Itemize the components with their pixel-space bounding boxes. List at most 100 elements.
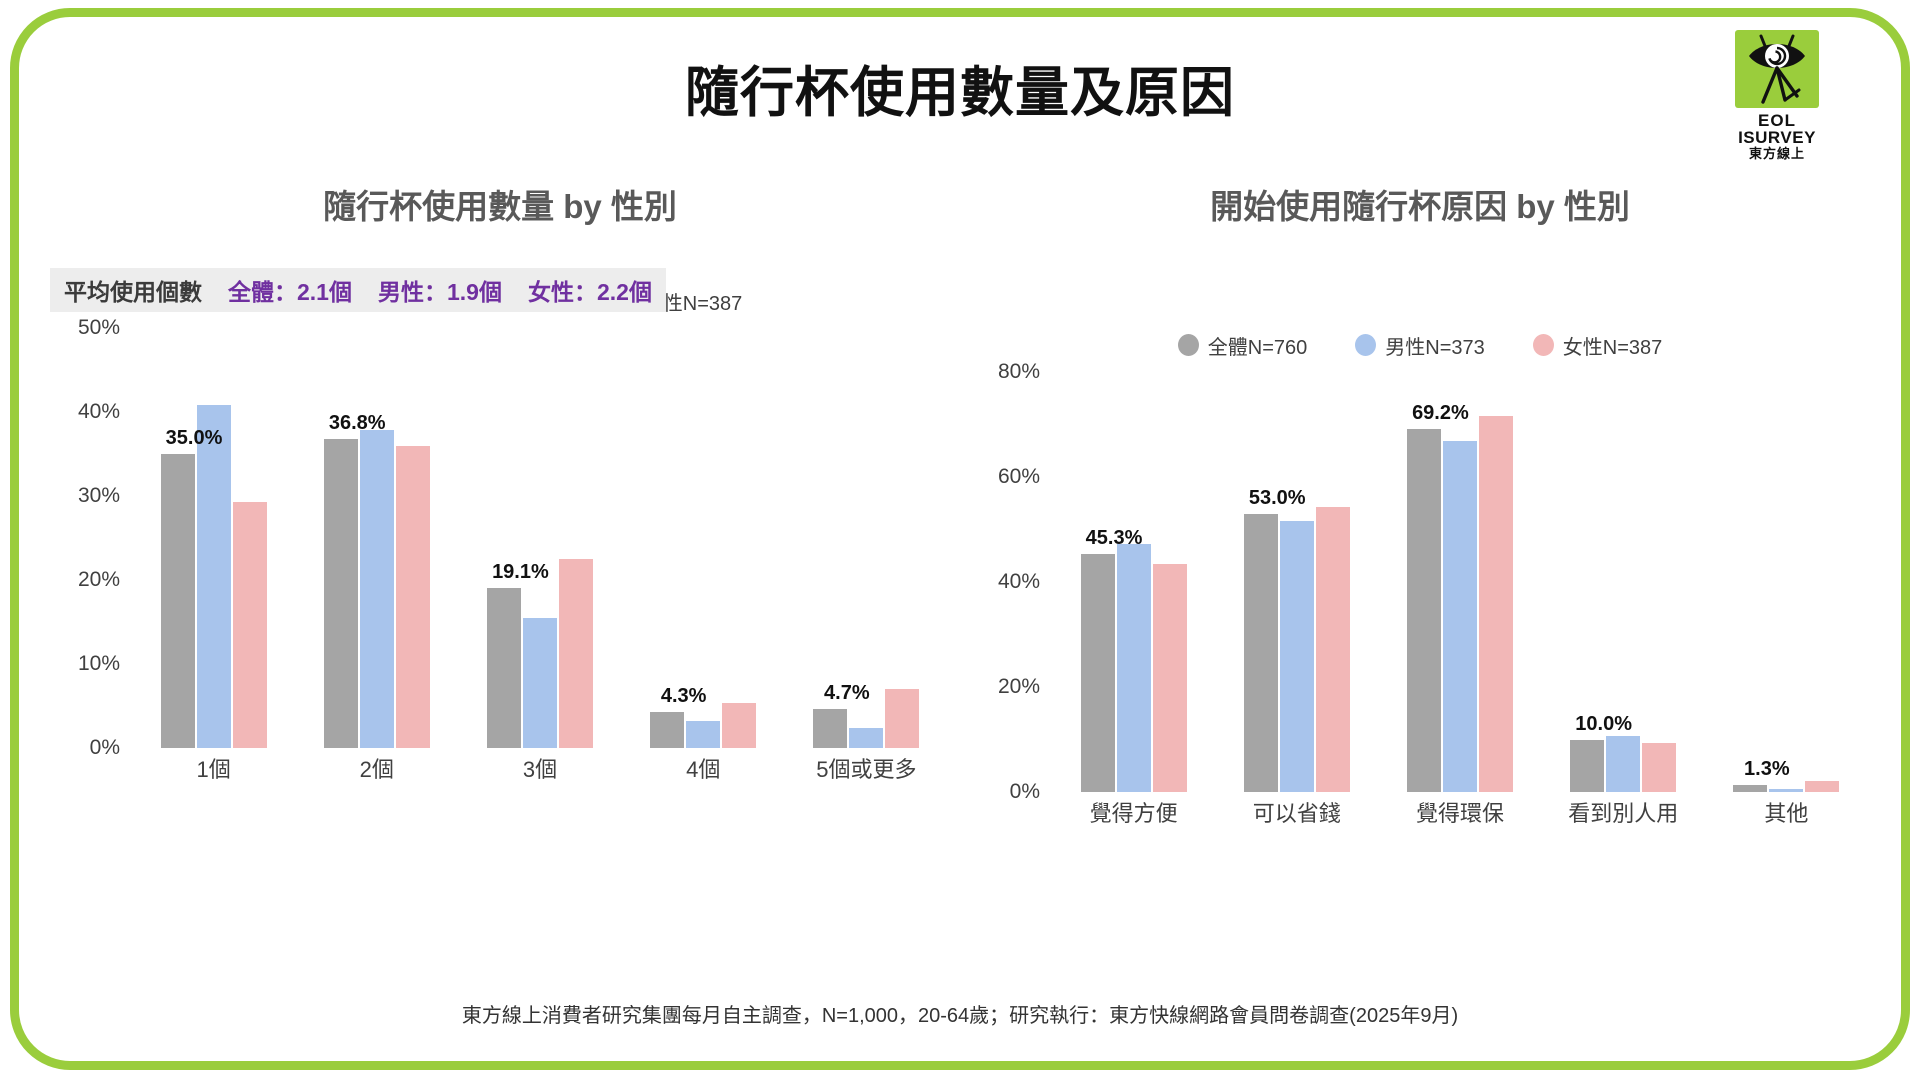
- panel-cup-count: 隨行杯使用數量 by 性別 平均使用個數 全體：2.1個 男性：1.9個 女性：…: [40, 180, 960, 782]
- eol-eye-spiral-mark: [1735, 30, 1819, 108]
- y-axis-tick: 40%: [77, 400, 120, 423]
- eol-isurvey-logo: EOL ISURVEY 東方線上: [1718, 30, 1836, 165]
- bar-group: 45.3%: [1052, 372, 1215, 792]
- bar[interactable]: [1116, 544, 1151, 792]
- panel-left-title: 隨行杯使用數量 by 性別: [323, 188, 677, 225]
- bar-group: 35.0%: [132, 328, 295, 748]
- bar[interactable]: [395, 446, 430, 748]
- bar[interactable]: [1315, 506, 1350, 792]
- y-axis-tick: 0%: [89, 736, 120, 759]
- legend-label-female: 女性N=387: [642, 292, 743, 315]
- legend-label-male: 男性N=373: [1385, 336, 1485, 359]
- chart-cup-reason: 0% 20% 40% 60% 80% 45.3% 53.0% 69.2% 10.0% 1.3% …: [960, 360, 1880, 826]
- bar-value-label: 69.2%: [1412, 401, 1469, 424]
- bar[interactable]: [1642, 743, 1677, 792]
- bar[interactable]: [1570, 739, 1605, 792]
- bar[interactable]: [1479, 416, 1513, 792]
- chart-cup-count: 0% 10% 20% 30% 40% 50% 35.0% 36.8% 19.1% 4.3% 4.7…: [40, 316, 960, 782]
- x-axis-label: 看到別人用: [1568, 801, 1679, 826]
- bar[interactable]: [160, 454, 195, 748]
- bar[interactable]: [1407, 428, 1441, 792]
- bar[interactable]: [1443, 441, 1477, 792]
- x-axis-label: 覺得方便: [1089, 801, 1178, 826]
- bar-value-label: 35.0%: [165, 427, 223, 449]
- x-axis-label: 覺得環保: [1416, 801, 1505, 826]
- bar[interactable]: [650, 711, 685, 748]
- average-male: 男性：1.9個: [377, 279, 502, 305]
- y-axis-tick: 40%: [997, 570, 1040, 593]
- bar-value-label: 45.3%: [1085, 527, 1143, 550]
- bar[interactable]: [885, 689, 920, 748]
- bar-group: 10.0%: [1542, 372, 1705, 792]
- bar[interactable]: [1606, 735, 1641, 792]
- average-band-label: 平均使用個數: [64, 279, 202, 305]
- bar[interactable]: [196, 405, 231, 748]
- bar[interactable]: [559, 559, 593, 748]
- panel-right-title: 開始使用隨行杯原因 by 性別: [1210, 188, 1630, 225]
- bar[interactable]: [1805, 780, 1840, 792]
- x-axis-label: 2個: [359, 757, 394, 782]
- panel-cup-reason: 開始使用隨行杯原因 by 性別 全體N=760 男性N=373 女性N=387 …: [960, 180, 1880, 826]
- bar[interactable]: [1769, 789, 1804, 792]
- x-axis-label: 3個: [522, 757, 558, 782]
- bar-group: 1.3%: [1705, 372, 1868, 792]
- legend-item-female[interactable]: 女性N=387: [1532, 331, 1663, 360]
- plot-area-right: 45.3% 53.0% 69.2% 10.0% 1.3%: [1052, 372, 1868, 792]
- logo-text-isurvey: ISURVEY: [1738, 128, 1816, 147]
- bar-groups-left: 35.0% 36.8% 19.1% 4.3% 4.7%: [132, 328, 948, 748]
- bar-value-label: 53.0%: [1248, 486, 1306, 509]
- bar[interactable]: [722, 702, 757, 748]
- bar[interactable]: [487, 587, 521, 748]
- x-axis-label: 其他: [1764, 801, 1809, 826]
- bar-group: 69.2%: [1378, 372, 1541, 792]
- y-axis-tick: 20%: [997, 675, 1040, 698]
- y-axis-tick: 10%: [77, 652, 120, 675]
- bar[interactable]: [232, 501, 267, 748]
- bar-group: 19.1%: [458, 328, 621, 748]
- legend-right: 全體N=760 男性N=373 女性N=387: [960, 328, 1880, 362]
- bar-group: 53.0%: [1215, 372, 1378, 792]
- y-axis-tick: 60%: [997, 465, 1040, 488]
- x-axis-labels-left: 1個 2個 3個 4個 5個或更多: [132, 752, 948, 784]
- bar[interactable]: [323, 438, 358, 748]
- bar-group: 4.3%: [622, 328, 785, 748]
- legend-label-female: 女性N=387: [1562, 336, 1663, 359]
- bar[interactable]: [1243, 513, 1278, 792]
- bar[interactable]: [813, 708, 848, 748]
- logo-text-chinese: 東方線上: [1748, 145, 1805, 161]
- legend-label-total: 全體N=760: [1207, 336, 1308, 359]
- bar-group: 4.7%: [785, 328, 948, 748]
- legend-item-male[interactable]: 男性N=373: [1355, 331, 1485, 360]
- plot-area-left: 35.0% 36.8% 19.1% 4.3% 4.7%: [132, 328, 948, 748]
- bar-value-label: 19.1%: [492, 560, 549, 583]
- bar[interactable]: [1152, 564, 1187, 792]
- bar[interactable]: [523, 617, 557, 748]
- bar[interactable]: [849, 727, 884, 748]
- y-axis-right: 0% 20% 40% 60% 80%: [960, 360, 1052, 803]
- average-total: 全體：2.1個: [228, 279, 352, 305]
- bar[interactable]: [359, 430, 394, 748]
- bar-groups-right: 45.3% 53.0% 69.2% 10.0% 1.3%: [1052, 372, 1868, 792]
- footer-source-note: 東方線上消費者研究集團每月自主調查，N=1,000，20-64歲；研究執行：東方…: [461, 1005, 1459, 1027]
- bar-group: 36.8%: [295, 328, 458, 748]
- legend-dot-total-icon: [1177, 334, 1199, 356]
- x-axis-labels-right: 覺得方便 可以省錢 覺得環保 看到別人用 其他: [1052, 796, 1868, 828]
- x-axis-label: 4個: [686, 757, 721, 782]
- x-axis-label: 5個或更多: [816, 757, 917, 782]
- logo-text-eol: EOL: [1758, 111, 1796, 130]
- y-axis-tick: 0%: [1009, 780, 1040, 803]
- legend-item-total[interactable]: 全體N=760: [1177, 331, 1308, 360]
- bar-value-label: 36.8%: [328, 411, 386, 434]
- x-axis-label: 1個: [196, 757, 231, 782]
- legend-dot-female-icon: [1532, 334, 1554, 356]
- bar[interactable]: [1733, 785, 1768, 792]
- legend-dot-male-icon: [1355, 334, 1377, 356]
- bar[interactable]: [1279, 520, 1314, 792]
- y-axis-tick: 50%: [77, 316, 120, 339]
- bar[interactable]: [1080, 554, 1115, 792]
- bar[interactable]: [686, 721, 721, 748]
- bar-value-label: 10.0%: [1575, 712, 1632, 735]
- y-axis-tick: 20%: [77, 568, 120, 591]
- y-axis-tick: 80%: [997, 360, 1040, 383]
